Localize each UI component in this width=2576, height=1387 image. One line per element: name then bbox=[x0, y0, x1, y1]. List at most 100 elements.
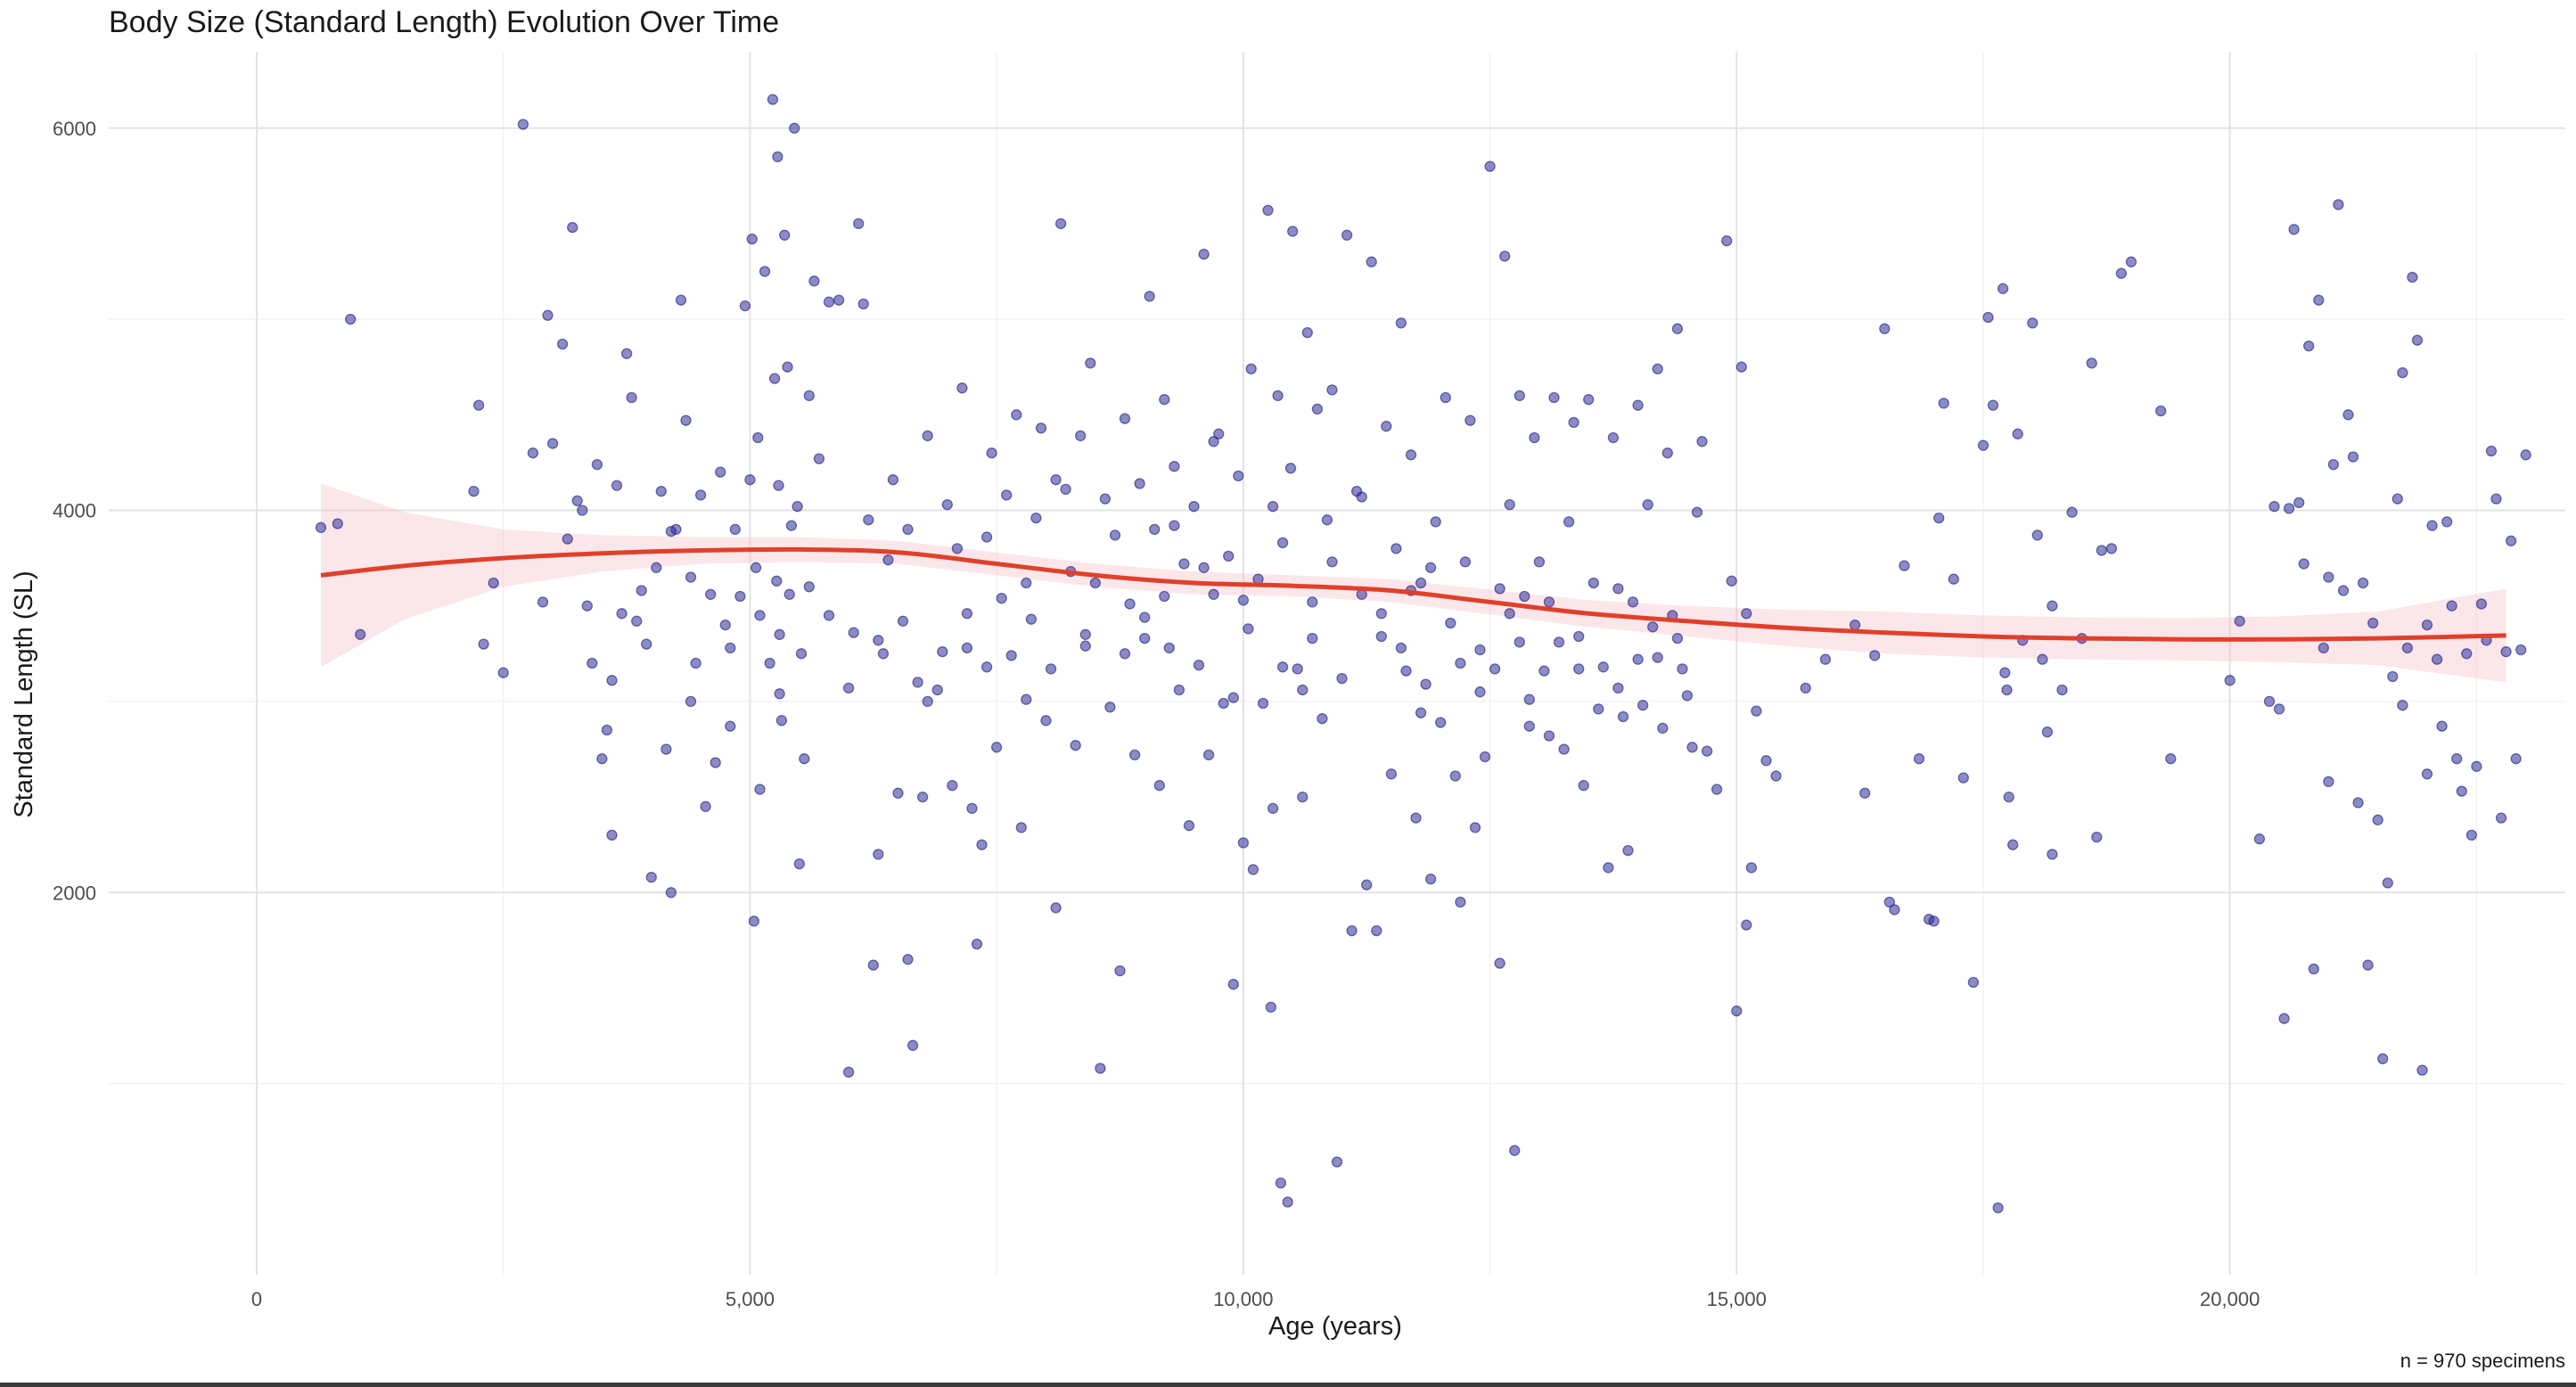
data-point bbox=[1356, 491, 1367, 503]
data-point bbox=[1245, 363, 1257, 375]
data-point bbox=[1005, 650, 1017, 661]
data-point bbox=[591, 458, 603, 471]
data-point bbox=[1657, 722, 1669, 735]
data-point bbox=[1455, 657, 1466, 669]
data-point bbox=[1275, 1177, 1287, 1189]
data-point bbox=[922, 695, 933, 708]
data-point bbox=[1578, 780, 1589, 792]
data-point bbox=[1632, 653, 1644, 665]
data-point bbox=[887, 474, 899, 486]
data-point bbox=[478, 638, 489, 650]
data-point bbox=[1741, 919, 1752, 931]
data-point bbox=[2391, 493, 2403, 505]
data-point bbox=[877, 648, 890, 660]
data-point bbox=[1237, 595, 1250, 606]
data-point bbox=[2426, 520, 2438, 531]
data-point bbox=[690, 657, 701, 669]
data-point bbox=[746, 233, 758, 245]
data-point bbox=[1415, 577, 1427, 589]
data-point bbox=[1361, 879, 1373, 890]
data-point bbox=[2003, 791, 2014, 803]
data-point bbox=[833, 294, 845, 306]
data-point bbox=[1597, 661, 1609, 673]
data-point bbox=[1504, 498, 1515, 511]
data-point bbox=[783, 588, 795, 600]
data-point bbox=[951, 543, 964, 554]
data-point bbox=[1021, 694, 1032, 705]
data-point bbox=[1095, 1063, 1106, 1074]
data-point bbox=[1686, 742, 1698, 753]
data-point bbox=[571, 495, 583, 506]
data-point bbox=[2327, 458, 2340, 471]
data-point bbox=[468, 485, 480, 497]
data-point bbox=[497, 667, 509, 678]
data-point bbox=[916, 791, 929, 803]
data-point bbox=[986, 447, 997, 459]
data-point bbox=[1198, 249, 1210, 260]
data-point bbox=[1326, 384, 1338, 396]
data-point bbox=[2155, 405, 2167, 417]
data-point bbox=[355, 628, 366, 640]
data-point bbox=[892, 787, 904, 799]
data-point bbox=[2490, 493, 2502, 505]
data-point bbox=[1435, 717, 1447, 728]
data-point bbox=[961, 608, 973, 620]
data-point bbox=[1948, 573, 1959, 585]
data-point bbox=[750, 562, 762, 573]
data-point bbox=[2397, 366, 2408, 379]
data-point bbox=[1375, 630, 1387, 643]
data-point bbox=[2446, 600, 2457, 611]
data-point bbox=[1424, 562, 1437, 573]
data-point bbox=[631, 615, 643, 627]
data-point bbox=[680, 414, 692, 426]
data-point bbox=[1149, 523, 1161, 536]
data-point bbox=[2465, 829, 2478, 841]
data-point bbox=[1183, 820, 1195, 832]
data-point bbox=[1514, 390, 1525, 402]
data-point bbox=[1410, 812, 1422, 824]
data-point bbox=[2001, 684, 2013, 696]
data-point bbox=[912, 677, 923, 688]
data-point bbox=[1533, 556, 1546, 568]
data-point bbox=[744, 474, 756, 486]
data-point bbox=[715, 466, 726, 478]
chart-title: Body Size (Standard Length) Evolution Ov… bbox=[109, 5, 779, 39]
data-point bbox=[2397, 700, 2408, 711]
data-point bbox=[823, 296, 835, 308]
data-point bbox=[2416, 1064, 2428, 1076]
data-point bbox=[1178, 558, 1190, 570]
data-point bbox=[1859, 787, 1871, 799]
data-point bbox=[1558, 743, 1570, 755]
data-point bbox=[611, 480, 623, 491]
data-point bbox=[1292, 663, 1303, 675]
data-point bbox=[1563, 516, 1575, 528]
data-point bbox=[2407, 271, 2418, 283]
data-point bbox=[1424, 874, 1437, 885]
data-point bbox=[1997, 283, 2009, 294]
data-point bbox=[782, 361, 793, 373]
data-point bbox=[1169, 461, 1180, 472]
data-point bbox=[882, 554, 894, 566]
data-point bbox=[1237, 837, 1250, 849]
data-point bbox=[1050, 902, 1062, 914]
data-point bbox=[2288, 224, 2300, 235]
data-point bbox=[754, 610, 766, 621]
data-point bbox=[1025, 613, 1038, 625]
data-point bbox=[1054, 217, 1067, 230]
data-point bbox=[1499, 250, 1511, 262]
data-point bbox=[764, 657, 775, 669]
data-point bbox=[1119, 648, 1131, 660]
data-point bbox=[2372, 814, 2383, 825]
data-point bbox=[1745, 862, 1758, 874]
data-point bbox=[2293, 497, 2305, 509]
data-point bbox=[1227, 979, 1239, 990]
y-tick-label: 2000 bbox=[53, 882, 96, 904]
data-point bbox=[1627, 596, 1639, 608]
data-point bbox=[1284, 463, 1297, 474]
data-point bbox=[651, 562, 662, 573]
data-point bbox=[842, 1066, 855, 1078]
data-point bbox=[1751, 705, 1762, 717]
data-point bbox=[1208, 436, 1219, 447]
data-point bbox=[1726, 575, 1737, 587]
data-point bbox=[857, 298, 869, 310]
